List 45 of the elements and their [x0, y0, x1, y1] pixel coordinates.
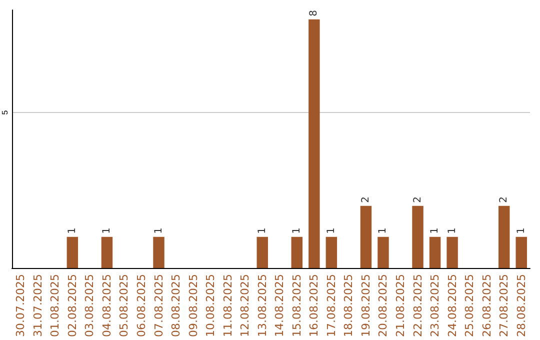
data-label: 1 — [446, 228, 458, 234]
data-label: 1 — [153, 228, 164, 234]
x-tick-label: 17.08.2025 — [324, 274, 338, 338]
x-tick-label: 06.08.2025 — [135, 274, 148, 338]
data-label: 1 — [430, 228, 441, 234]
data-label: 1 — [101, 228, 112, 234]
x-tick-label: 13.08.2025 — [256, 274, 269, 338]
x-tick-label: 01.08.2025 — [48, 274, 62, 338]
data-label: 1 — [291, 228, 302, 234]
x-tick-label: 09.08.2025 — [186, 274, 200, 338]
x-tick-label: 27.08.2025 — [498, 274, 511, 338]
x-tick-label: 31.07.2025 — [31, 274, 44, 338]
x-tick-label: 24.08.2025 — [446, 274, 459, 338]
x-tick-label: 14.08.2025 — [273, 274, 286, 338]
x-tick-label: 19.08.2025 — [359, 274, 372, 338]
data-label: 8 — [308, 10, 320, 16]
x-tick-label: 07.08.2025 — [152, 274, 166, 338]
x-tick-label: 21.08.2025 — [394, 274, 407, 338]
x-tick-label: 03.08.2025 — [83, 274, 96, 338]
data-label: 2 — [360, 196, 372, 203]
x-tick-label: 26.08.2025 — [480, 274, 494, 338]
x-tick-label: 22.08.2025 — [411, 274, 424, 338]
data-label: 1 — [378, 228, 389, 234]
data-label: 2 — [412, 196, 424, 203]
x-tick-label: 23.08.2025 — [428, 274, 442, 338]
data-label: 1 — [516, 228, 527, 234]
data-label: 1 — [256, 228, 268, 234]
x-tick-label: 25.08.2025 — [463, 274, 476, 338]
data-label: 2 — [498, 196, 510, 203]
x-tick-label: 11.08.2025 — [221, 274, 234, 338]
x-tick-label: 18.08.2025 — [342, 274, 356, 338]
y-tick-label: 5 — [0, 110, 10, 115]
x-tick-label: 04.08.2025 — [100, 274, 114, 338]
x-tick-label: 15.08.2025 — [290, 274, 304, 338]
x-tick-label: 28.08.2025 — [514, 274, 528, 338]
x-tick-label: 16.08.2025 — [308, 274, 321, 338]
x-tick-label: 30.07.2025 — [14, 274, 28, 338]
data-label: 1 — [66, 228, 78, 234]
x-tick-label: 08.08.2025 — [170, 274, 183, 338]
x-tick-label: 05.08.2025 — [118, 274, 131, 338]
x-tick-label: 10.08.2025 — [204, 274, 218, 338]
data-label: 1 — [326, 228, 337, 234]
x-tick-label: 12.08.2025 — [238, 274, 252, 338]
x-tick-label: 20.08.2025 — [376, 274, 390, 338]
x-tick-label: 02.08.2025 — [66, 274, 79, 338]
